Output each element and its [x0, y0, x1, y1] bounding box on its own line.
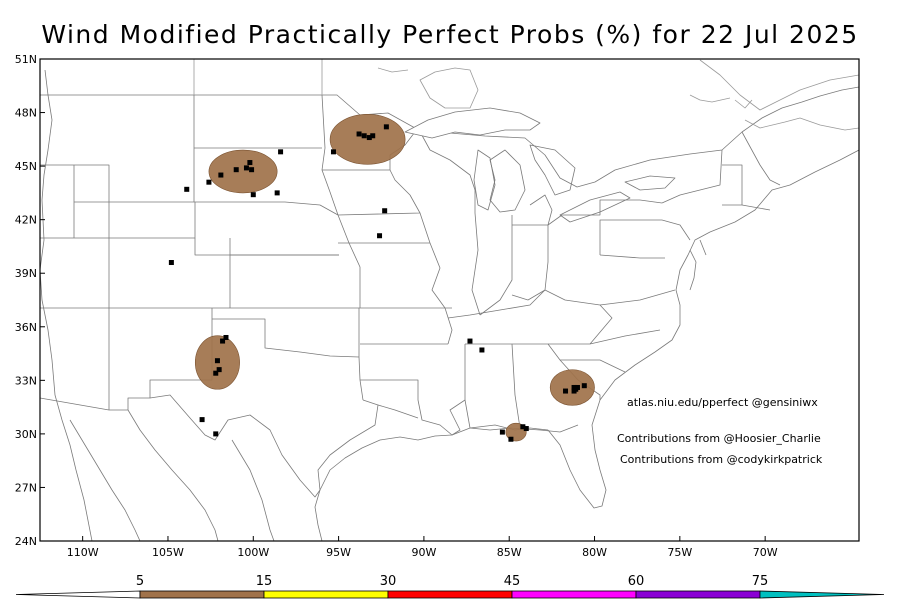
lon-tick-label: 110W	[67, 546, 99, 559]
wind-report-11	[361, 133, 367, 139]
colorbar-label: 60	[628, 574, 645, 589]
lat-tick-label: 33N	[15, 374, 37, 387]
credit-cody: Contributions from @codykirkpatrick	[620, 453, 823, 466]
map-frame	[39, 58, 860, 542]
wind-report-31	[573, 386, 579, 392]
basemap	[40, 59, 859, 541]
lon-tick-label: 105W	[152, 546, 184, 559]
lake-erie	[559, 191, 631, 223]
canada-border	[40, 86, 859, 188]
lat-tick-label: 45N	[15, 160, 37, 173]
lat-tick-label: 51N	[15, 53, 37, 66]
credit-atlas: atlas.niu.edu/pperfect @gensiniwx	[627, 396, 818, 409]
lake-michigan	[473, 149, 496, 211]
wind-report-3	[233, 167, 239, 173]
wind-report-20	[220, 338, 226, 344]
lon-tick-label: 75W	[667, 546, 692, 559]
wind-report-0	[247, 160, 253, 166]
wind-report-37	[479, 347, 485, 353]
colorbar-label: 5	[136, 574, 144, 589]
lake-ontario	[624, 175, 676, 191]
lon-tick-label: 95W	[326, 546, 351, 559]
wind-report-23	[213, 370, 219, 376]
lat-tick-label: 24N	[15, 535, 37, 548]
wind-report-32	[508, 436, 514, 442]
probability-area-0	[208, 149, 278, 194]
wind-report-17	[377, 233, 383, 239]
latitude-axis: 51N 48N 45N 42N 39N 36N 33N 30N 27N 24N	[15, 53, 45, 548]
wind-report-33	[520, 424, 526, 430]
colorbar-label: 75	[752, 574, 769, 589]
atlantic-coast	[547, 149, 859, 509]
wind-report-19	[223, 334, 229, 340]
colorbar-under-triangle	[15, 590, 141, 599]
mexico-coast	[127, 409, 219, 541]
wind-reports	[168, 124, 587, 442]
colorbar-segment-5	[759, 590, 885, 599]
wind-report-13	[370, 133, 376, 139]
longitude-axis: 110W 105W 100W 95W 90W 85W 80W 75W 70W	[67, 536, 778, 559]
wind-report-22	[216, 367, 222, 373]
colorbar-segment-0	[139, 590, 265, 599]
lon-tick-label: 80W	[582, 546, 607, 559]
lat-tick-label: 30N	[15, 428, 37, 441]
wind-report-15	[330, 149, 336, 155]
lon-tick-label: 100W	[237, 546, 269, 559]
wind-report-5	[206, 179, 212, 185]
gulf-coast	[314, 424, 549, 541]
wind-report-29	[581, 383, 587, 389]
lon-tick-label: 70W	[753, 546, 778, 559]
wind-report-10	[383, 124, 389, 130]
wind-report-21	[214, 358, 220, 364]
colorbar-label: 30	[380, 574, 397, 589]
map-title: Wind Modified Practically Perfect Probs …	[41, 20, 859, 49]
wind-report-1	[243, 165, 249, 171]
colorbar-label: 45	[504, 574, 521, 589]
wind-report-18	[168, 260, 174, 266]
wind-report-16	[382, 208, 388, 214]
wind-report-9	[278, 149, 284, 155]
wind-report-7	[250, 192, 256, 198]
lat-tick-label: 27N	[15, 481, 37, 494]
credits: atlas.niu.edu/pperfect @gensiniwx Contri…	[617, 396, 823, 466]
wind-report-8	[274, 190, 280, 196]
probability-areas	[194, 114, 595, 442]
colorbar-segment-4	[635, 590, 761, 599]
colorbar: 5 15 30 45 60 75	[15, 574, 885, 599]
wind-report-35	[499, 429, 505, 435]
wind-report-34	[523, 426, 529, 432]
wind-report-24	[199, 417, 205, 423]
wind-report-25	[213, 431, 219, 437]
lat-tick-label: 36N	[15, 321, 37, 334]
colorbar-segment-1	[263, 590, 389, 599]
colorbar-segment-3	[511, 590, 637, 599]
lake-huron	[529, 144, 576, 196]
colorbar-segment-2	[387, 590, 513, 599]
lake-superior	[404, 107, 541, 139]
wind-report-14	[356, 131, 362, 137]
lon-tick-label: 90W	[411, 546, 436, 559]
wind-report-6	[184, 186, 190, 192]
credit-hoosier: Contributions from @Hoosier_Charlie	[617, 432, 821, 445]
lat-tick-label: 48N	[15, 107, 37, 120]
lon-tick-label: 85W	[497, 546, 522, 559]
wind-report-12	[366, 135, 372, 141]
pacific-coast	[40, 69, 93, 541]
wind-report-26	[563, 388, 569, 394]
colorbar-label: 15	[256, 574, 273, 589]
lat-tick-label: 39N	[15, 267, 37, 280]
wind-report-4	[218, 172, 224, 178]
wind-report-2	[249, 167, 255, 173]
lat-tick-label: 42N	[15, 214, 37, 227]
wind-report-36	[467, 338, 473, 344]
